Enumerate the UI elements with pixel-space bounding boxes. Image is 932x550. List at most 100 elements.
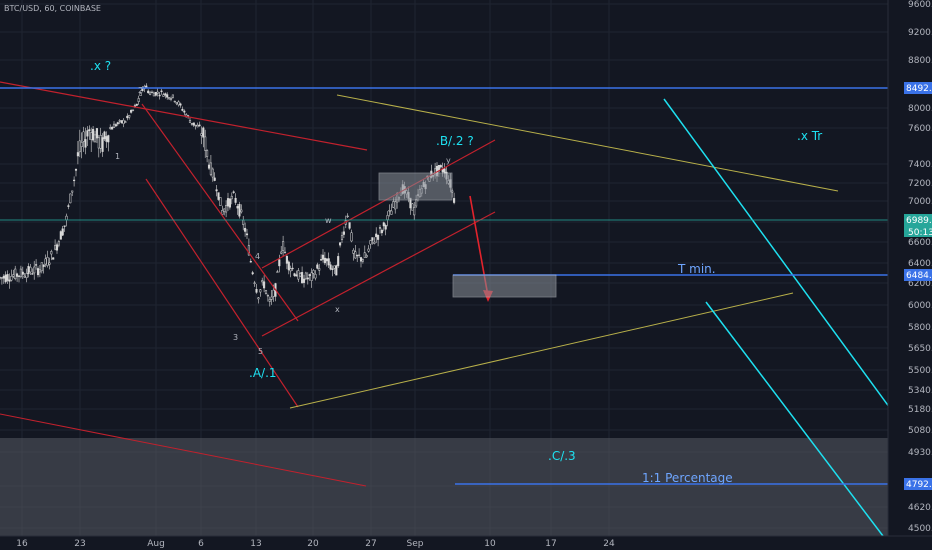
candle-body [392,201,395,208]
candle-body [245,233,249,236]
candle-body [103,131,106,140]
y-tick-label: 7400.00 [908,160,932,170]
candle-body [236,206,239,209]
candle-body [348,222,351,229]
wave-label-2: 2 [138,86,143,95]
wave-label-1: 1 [115,152,120,161]
candle-body [118,120,121,122]
candle-body [411,203,414,211]
y-tick-label: 4500.00 [908,524,932,534]
candle-body [240,209,243,213]
annotation-1-1-percentage: 1:1 Percentage [642,471,733,485]
candle-body [350,232,353,242]
candle-body [333,265,336,269]
candle-body [97,137,100,149]
candle-body [375,233,378,238]
x-axis-panel[interactable] [0,536,932,550]
candle-body [31,273,34,275]
price-marker-8492-text: 8492.53 [906,84,932,94]
candle-body [302,278,306,283]
candle-body [84,139,87,148]
candle-body [179,103,182,106]
candle-body [27,266,30,275]
x-tick-label: 13 [250,539,261,549]
candle-body [331,268,334,270]
candle-body [378,227,382,229]
yellow-trendline-lower [289,292,794,409]
candle-body [244,228,247,232]
candle-body [261,280,264,283]
candle-body [54,245,57,250]
candle-body [204,136,207,151]
wave-label-3: 3 [233,333,238,342]
y-tick-label: 7600.00 [908,124,932,134]
candle-body [365,255,368,258]
candle-body [177,101,180,106]
candle-body [0,277,3,279]
candle-body [358,254,361,256]
candle-body [255,288,258,293]
candle-body [268,299,271,302]
candle-body [253,282,256,284]
candle-body [314,273,317,279]
annotation-t-min: T min. [677,262,716,276]
x-tick-label: 23 [74,539,85,549]
candle-body [369,240,372,245]
candle-body [373,241,376,244]
candle-body [259,289,262,293]
candle-body [23,275,26,278]
candle-body [36,268,40,276]
candle-body [198,124,201,127]
zone-box-target [452,274,557,298]
candle-body [453,198,456,203]
candle-body [230,195,233,200]
candle-body [390,210,393,215]
candle-body [377,234,380,240]
price-marker-current: 6989.00 50:13 [904,214,932,238]
candle-body [19,268,22,278]
candle-body [57,241,60,246]
candle-body [386,215,389,220]
candle-body [2,275,5,279]
candle-body [158,94,161,97]
candle-body [116,122,119,125]
x-tick-label: 27 [365,539,376,549]
candle-body [320,259,323,261]
candle-body [63,225,66,227]
candle-body [61,228,64,236]
candle-body [312,270,315,274]
y-tick-label: 9200.00 [908,28,932,38]
candle-body [439,165,442,168]
candle-body [40,262,43,272]
candle-body [190,123,193,125]
candle-body [217,192,220,200]
candle-body [168,97,171,100]
candle-body [35,264,38,266]
wave-label-w: w [325,216,332,225]
candle-body [48,262,51,265]
y-tick-label: 7000.00 [908,197,932,207]
candle-body [287,261,290,271]
y-tick-label: 5650.00 [908,344,932,354]
red-channel-a-lower [145,178,299,408]
candle-body [209,162,212,175]
candle-body [38,269,41,273]
candle-body [139,92,142,96]
candle-body [339,242,342,246]
candle-body [226,198,230,207]
candle-body [10,276,13,281]
candle-body [415,199,418,207]
target-zone-c3 [0,438,888,536]
price-marker-4792-text: 4792.07 [906,480,932,490]
candle-body [335,265,338,276]
candle-body [228,198,231,208]
candle-body [295,274,298,277]
candle-body [242,219,245,225]
candle-body [282,241,285,251]
y-tick-label: 6000.00 [908,301,932,311]
candle-body [169,97,173,100]
y-tick-label: 6200.00 [908,279,932,289]
candle-body [278,259,281,267]
candle-body [133,105,136,107]
